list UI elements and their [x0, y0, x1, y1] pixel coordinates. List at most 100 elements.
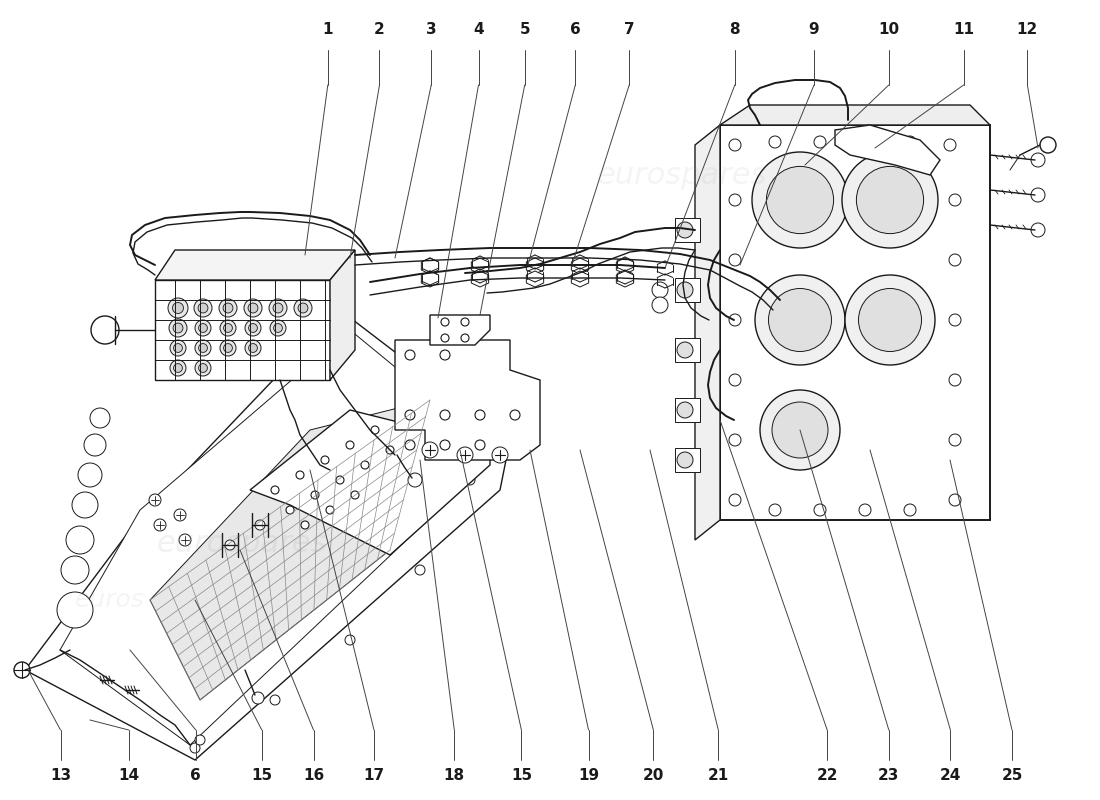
Text: 19: 19	[578, 767, 600, 782]
Circle shape	[475, 410, 485, 420]
Circle shape	[91, 316, 119, 344]
Circle shape	[57, 592, 94, 628]
Text: 21: 21	[707, 767, 729, 782]
Text: 6: 6	[570, 22, 581, 38]
Bar	[675, 278, 700, 302]
Circle shape	[223, 323, 232, 333]
Circle shape	[456, 447, 473, 463]
Text: 6: 6	[190, 767, 201, 782]
Circle shape	[441, 334, 449, 342]
Circle shape	[772, 402, 828, 458]
Circle shape	[676, 402, 693, 418]
Circle shape	[169, 319, 187, 337]
Polygon shape	[421, 258, 439, 274]
Circle shape	[904, 504, 916, 516]
Circle shape	[769, 289, 832, 351]
Circle shape	[274, 323, 283, 333]
Circle shape	[729, 139, 741, 151]
Circle shape	[195, 340, 211, 356]
Circle shape	[949, 254, 961, 266]
Polygon shape	[835, 125, 940, 175]
Circle shape	[321, 456, 329, 464]
Circle shape	[408, 473, 422, 487]
Polygon shape	[695, 125, 721, 540]
Polygon shape	[25, 310, 510, 760]
Text: 11: 11	[953, 22, 975, 38]
Circle shape	[294, 299, 312, 317]
Circle shape	[301, 521, 309, 529]
Circle shape	[949, 314, 961, 326]
Polygon shape	[155, 280, 330, 380]
Polygon shape	[616, 271, 634, 287]
Text: 17: 17	[363, 767, 385, 782]
Polygon shape	[720, 105, 990, 125]
Circle shape	[199, 323, 208, 333]
Circle shape	[244, 299, 262, 317]
Circle shape	[461, 334, 469, 342]
Circle shape	[248, 303, 257, 313]
Text: 15: 15	[510, 767, 532, 782]
Circle shape	[729, 494, 741, 506]
Circle shape	[752, 152, 848, 248]
Text: 15: 15	[251, 767, 273, 782]
Text: 10: 10	[878, 22, 900, 38]
Text: 25: 25	[1001, 767, 1023, 782]
Polygon shape	[430, 315, 490, 345]
Circle shape	[195, 735, 205, 745]
Circle shape	[386, 446, 394, 454]
Text: 4: 4	[473, 22, 484, 38]
Circle shape	[90, 408, 110, 428]
Circle shape	[949, 374, 961, 386]
Bar	[675, 448, 700, 472]
Text: 5: 5	[519, 22, 530, 38]
Circle shape	[857, 166, 924, 234]
Circle shape	[371, 426, 380, 434]
Circle shape	[226, 540, 235, 550]
Circle shape	[72, 492, 98, 518]
Circle shape	[949, 434, 961, 446]
Circle shape	[652, 282, 668, 298]
Circle shape	[676, 452, 693, 468]
Polygon shape	[330, 250, 355, 380]
Circle shape	[78, 463, 102, 487]
Text: 16: 16	[302, 767, 324, 782]
Text: 22: 22	[816, 767, 838, 782]
Circle shape	[345, 635, 355, 645]
Polygon shape	[421, 271, 439, 287]
Circle shape	[461, 318, 469, 326]
Circle shape	[174, 363, 183, 372]
Circle shape	[220, 320, 236, 336]
Text: 23: 23	[878, 767, 900, 782]
Polygon shape	[150, 400, 430, 700]
Circle shape	[14, 662, 30, 678]
Circle shape	[492, 447, 508, 463]
Circle shape	[1040, 137, 1056, 153]
Text: 9: 9	[808, 22, 820, 38]
Circle shape	[842, 152, 938, 248]
Circle shape	[199, 363, 208, 372]
Circle shape	[441, 318, 449, 326]
Circle shape	[174, 344, 183, 352]
Circle shape	[245, 340, 261, 356]
Circle shape	[60, 556, 89, 584]
Text: 12: 12	[1016, 22, 1038, 38]
Circle shape	[769, 504, 781, 516]
Polygon shape	[155, 250, 355, 280]
Circle shape	[173, 302, 184, 314]
Circle shape	[415, 565, 425, 575]
Circle shape	[729, 374, 741, 386]
Circle shape	[858, 289, 922, 351]
Polygon shape	[616, 258, 634, 274]
Circle shape	[475, 440, 485, 450]
Circle shape	[859, 504, 871, 516]
Circle shape	[249, 344, 257, 352]
Circle shape	[755, 275, 845, 365]
Circle shape	[510, 410, 520, 420]
Circle shape	[676, 342, 693, 358]
Circle shape	[346, 441, 354, 449]
Circle shape	[273, 303, 283, 313]
Bar	[675, 398, 700, 422]
Polygon shape	[250, 410, 490, 555]
Text: 7: 7	[624, 22, 635, 38]
Polygon shape	[395, 340, 540, 460]
